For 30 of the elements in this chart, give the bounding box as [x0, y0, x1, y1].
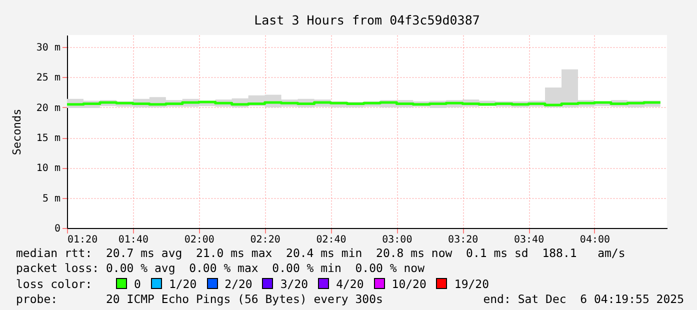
text: probe: 20 ICMP Echo Pings (56 Bytes) every 300s — [16, 292, 383, 306]
x-tick-label: 02:40 — [316, 234, 346, 246]
x-tick-label: 03:40 — [514, 234, 544, 246]
x-tick-label: 01:40 — [118, 234, 148, 246]
text: end: Sat Dec 6 04:19:55 2025 — [483, 292, 684, 306]
legend-label: 3/20 — [280, 276, 308, 291]
legend-label: 19/20 — [454, 276, 490, 291]
y-tick-label: 15 m — [36, 133, 60, 144]
y-tick-label: 10 m — [36, 163, 60, 174]
y-tick-label: 0 — [54, 224, 60, 234]
y-tick-label: 25 m — [36, 72, 60, 84]
x-tick-label: 02:20 — [250, 234, 280, 246]
legend-label: 2/20 — [224, 276, 252, 291]
y-axis-title: Seconds — [10, 108, 24, 156]
x-tick-label: 01:20 — [68, 234, 98, 246]
legend-label: 4/20 — [336, 276, 364, 291]
y-tick-label: 30 m — [36, 42, 60, 54]
x-tick-label: 04:00 — [580, 234, 610, 246]
y-tick-label: 20 m — [36, 102, 60, 114]
legend-label: 0 — [134, 276, 141, 291]
text: median rtt: 20.7 ms avg 21.0 ms max 20.4 ms min 20.8 ms now 0.1 ms sd 188.1 am/s — [16, 245, 626, 260]
chart-title: Last 3 Hours from 04f3c59d0387 — [254, 12, 480, 28]
x-tick-label: 02:00 — [184, 234, 214, 246]
x-tick-label: 03:00 — [382, 234, 412, 246]
x-tick-label: 03:20 — [448, 234, 478, 246]
legend-label: 10/20 — [392, 276, 426, 291]
legend-label: 1/20 — [168, 276, 197, 291]
y-tick-label: 5 m — [42, 193, 60, 204]
legend-title: loss color: — [16, 276, 94, 291]
text: packet loss: 0.00 % avg 0.00 % max 0.00 % min 0.00 % now — [16, 260, 426, 276]
